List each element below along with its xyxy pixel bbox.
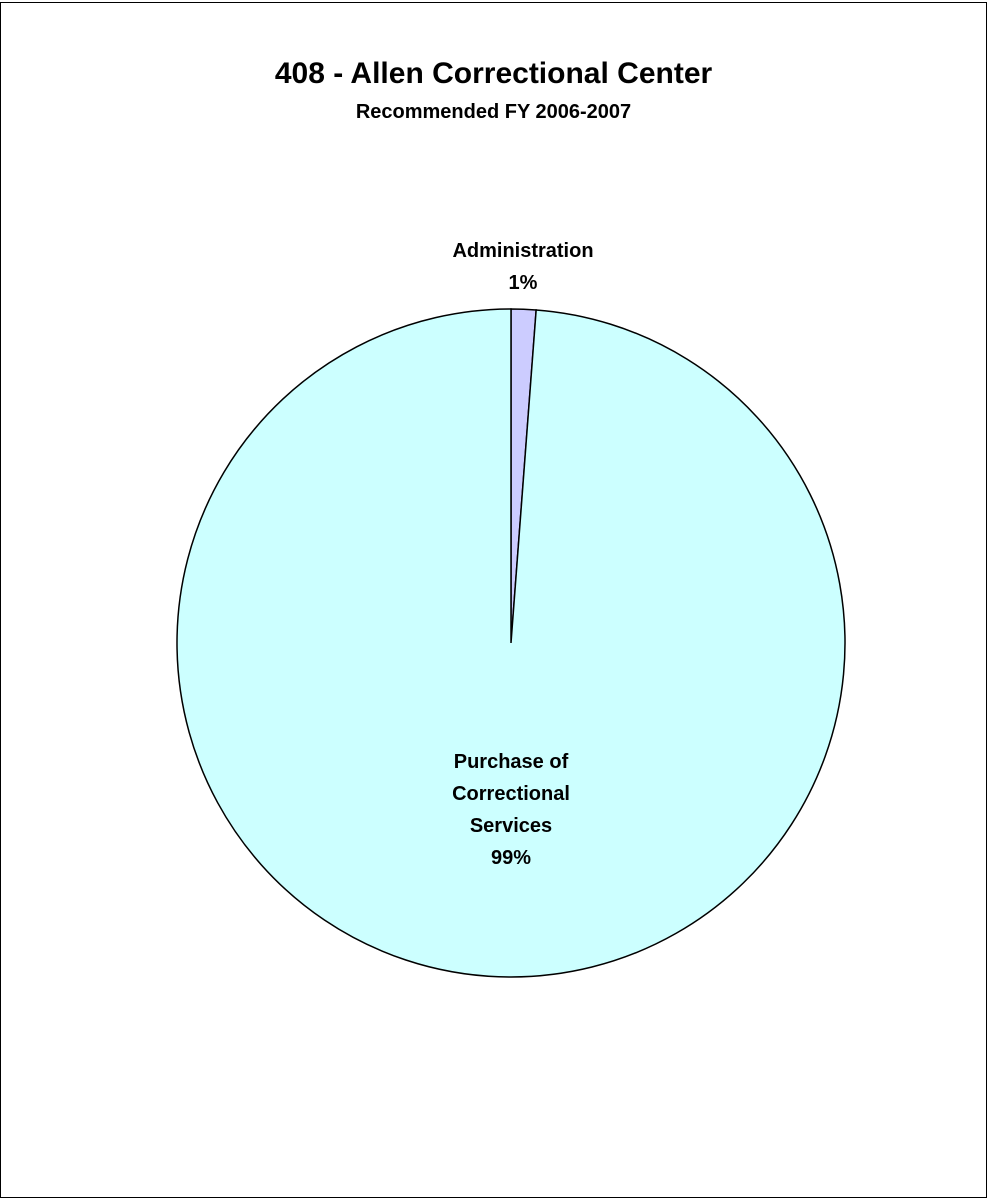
- slice-label-administration: Administration: [452, 240, 593, 262]
- slice-label-purchase-line-3: Services: [470, 815, 552, 837]
- chart-title: 408 - Allen Correctional Center: [274, 57, 713, 90]
- slice-pct-purchase: 99%: [491, 847, 531, 869]
- slice-label-purchase-line-1: Purchase of: [454, 751, 569, 773]
- slice-pct-administration: 1%: [509, 272, 538, 294]
- pie-slice-purchase-of-correctional-services: [176, 308, 846, 978]
- slice-label-purchase-line-2: Correctional: [452, 783, 570, 805]
- chart-subtitle: Recommended FY 2006-2007: [355, 101, 632, 123]
